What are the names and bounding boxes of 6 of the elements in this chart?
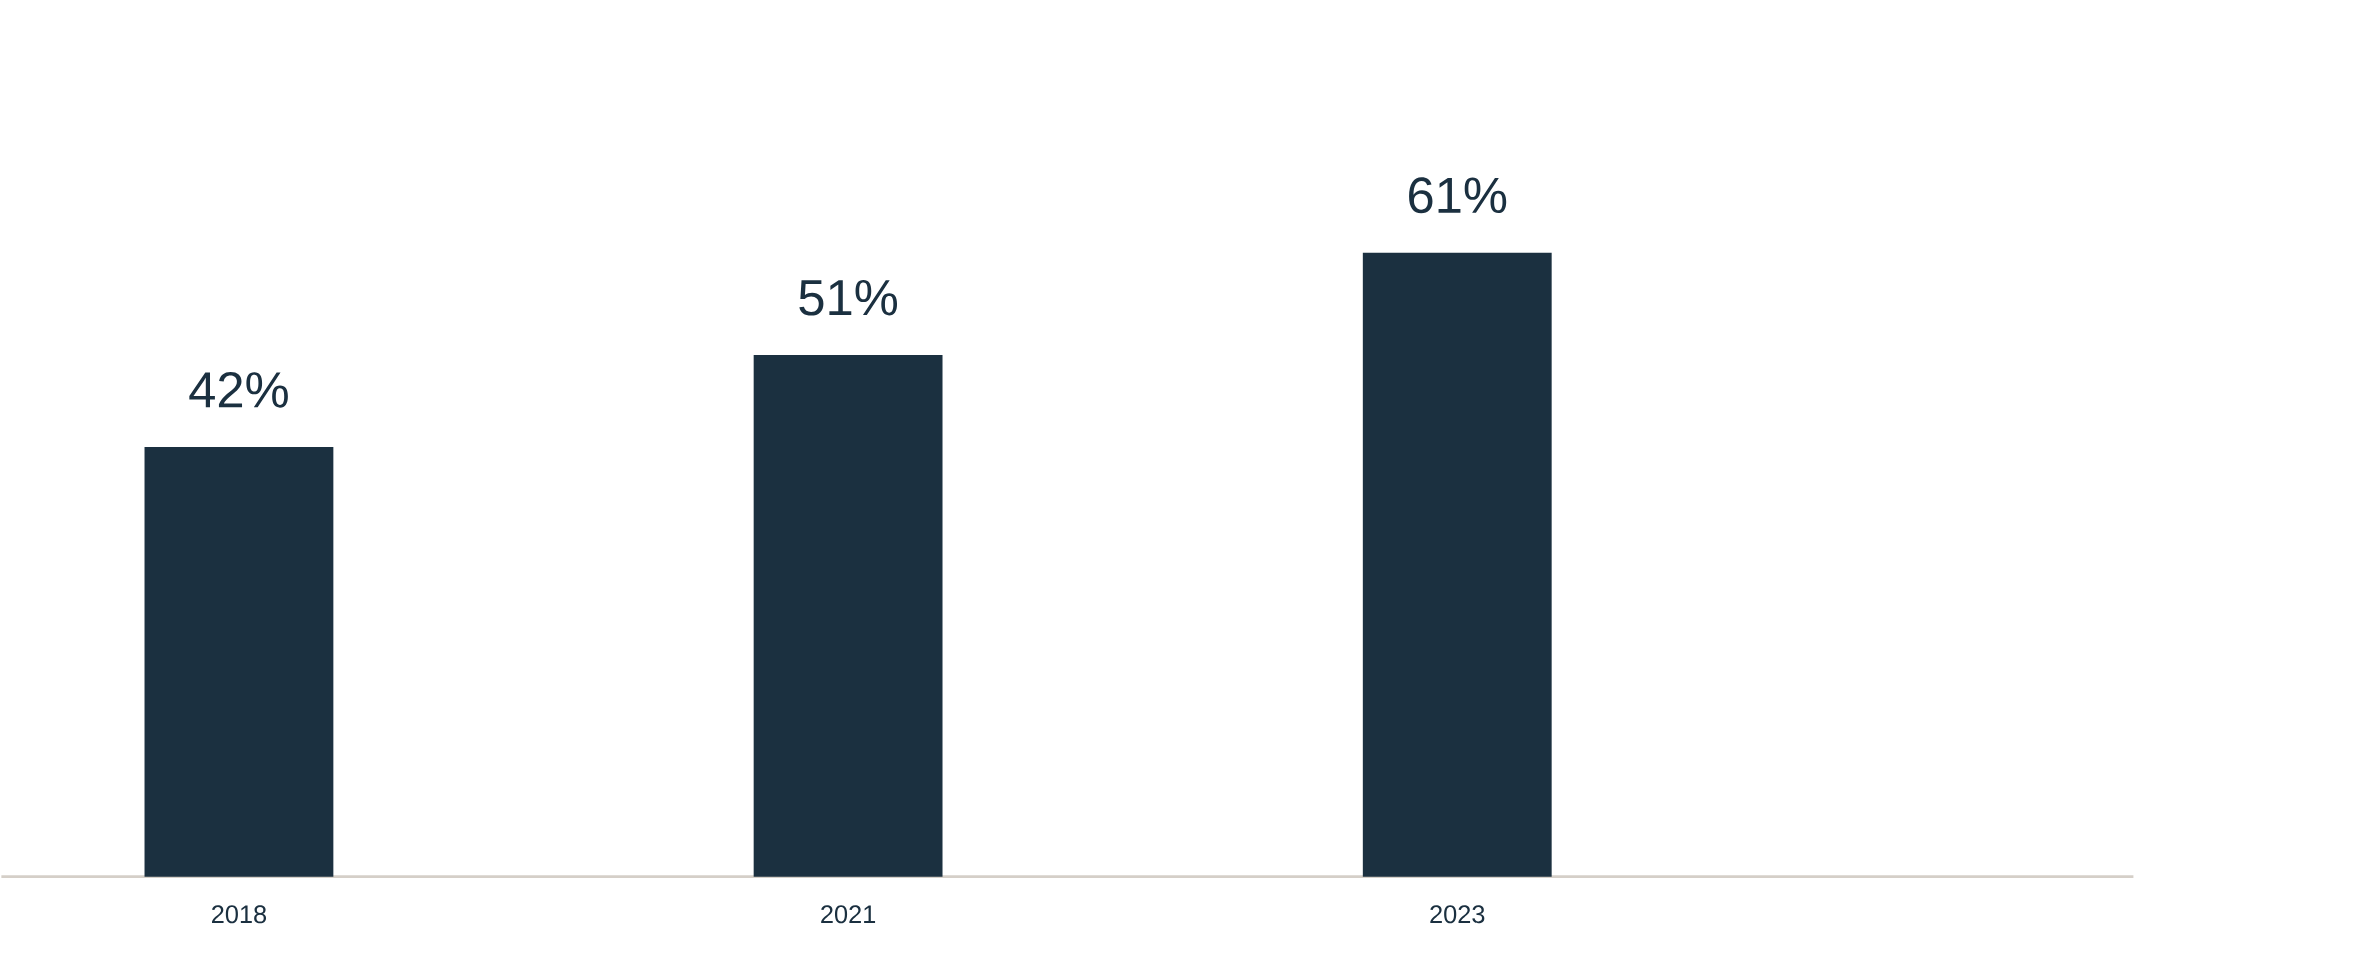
data-label: 42% bbox=[189, 372, 288, 408]
x-tick-label: 2021 bbox=[821, 905, 876, 924]
x-tick-label: 2018 bbox=[212, 905, 267, 924]
data-label: 61% bbox=[1409, 177, 1507, 214]
x-tick-label: 2023 bbox=[1430, 905, 1485, 924]
data-label: 51% bbox=[799, 280, 898, 316]
